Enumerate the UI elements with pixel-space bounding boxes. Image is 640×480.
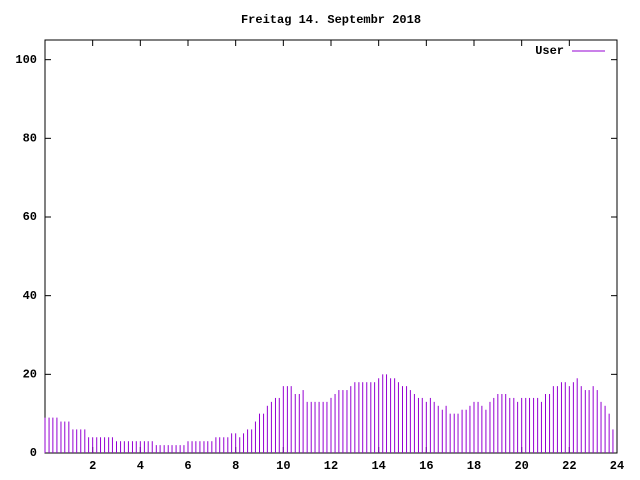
- y-tick-label: 40: [23, 289, 37, 303]
- x-tick-label: 2: [89, 459, 96, 473]
- x-tick-label: 12: [324, 459, 338, 473]
- x-tick-label: 24: [610, 459, 624, 473]
- chart-title: Freitag 14. Septembr 2018: [241, 13, 421, 27]
- x-tick-label: 8: [232, 459, 239, 473]
- y-tick-label: 100: [15, 53, 37, 67]
- y-tick-label: 80: [23, 132, 37, 146]
- y-tick-label: 0: [30, 446, 37, 460]
- legend-label: User: [535, 44, 564, 58]
- x-tick-label: 4: [137, 459, 144, 473]
- y-tick-label: 60: [23, 210, 37, 224]
- x-tick-label: 16: [419, 459, 433, 473]
- x-tick-label: 6: [184, 459, 191, 473]
- x-tick-label: 10: [276, 459, 290, 473]
- x-tick-label: 18: [467, 459, 481, 473]
- x-tick-label: 20: [514, 459, 528, 473]
- x-tick-label: 22: [562, 459, 576, 473]
- x-tick-label: 14: [371, 459, 385, 473]
- y-tick-label: 20: [23, 368, 37, 382]
